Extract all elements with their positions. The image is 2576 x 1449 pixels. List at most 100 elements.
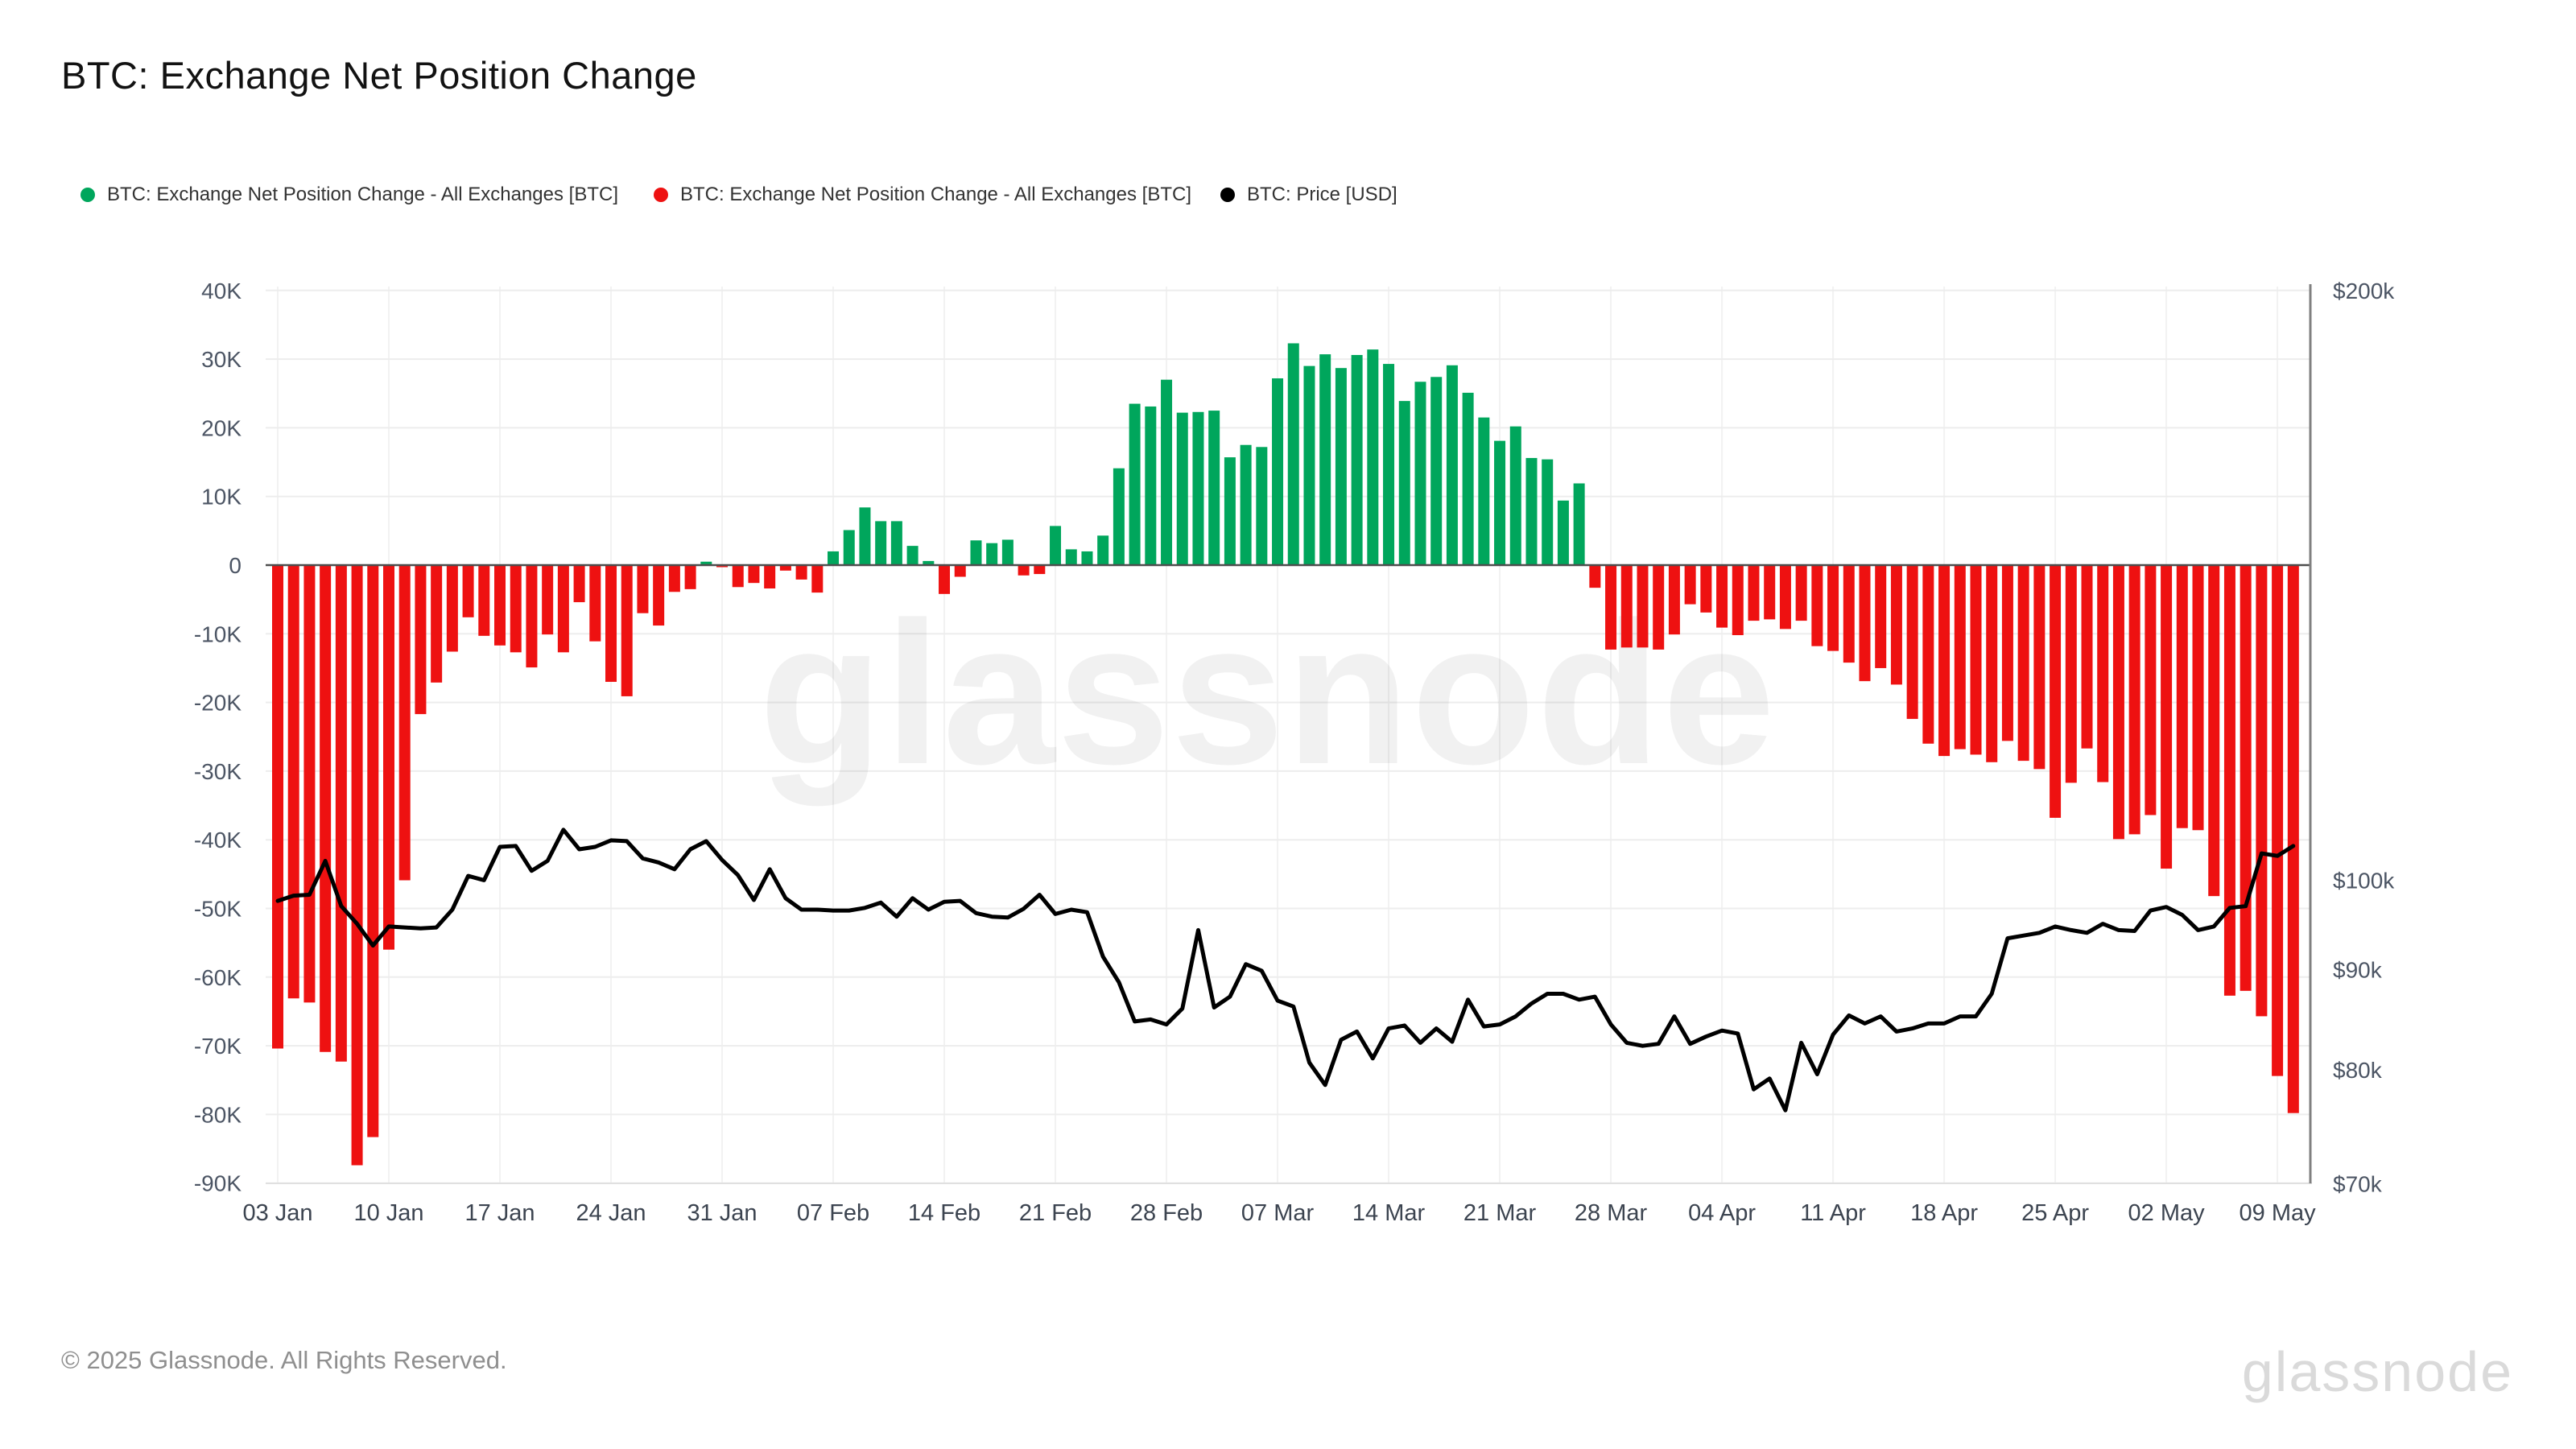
red-dot-icon: [654, 188, 668, 202]
x-axis-tick-label: 10 Jan: [353, 1200, 423, 1226]
netflow-bar: [1430, 377, 1443, 565]
netflow-bar: [1542, 459, 1554, 565]
netflow-bar: [795, 565, 807, 580]
legend-label: BTC: Exchange Net Position Change - All …: [107, 184, 618, 205]
netflow-bar: [1637, 565, 1649, 648]
netflow-bar: [446, 565, 458, 652]
netflow-bar: [1383, 364, 1395, 565]
netflow-bar: [2161, 565, 2173, 869]
netflow-bar: [1653, 565, 1665, 650]
netflow-bar: [1605, 565, 1617, 650]
netflow-bar: [1827, 565, 1839, 651]
netflow-bar: [383, 565, 395, 950]
x-axis-tick-label: 09 May: [2240, 1200, 2317, 1226]
netflow-bar: [828, 551, 840, 565]
x-axis-tick-label: 18 Apr: [1910, 1200, 1978, 1226]
netflow-bar: [1684, 565, 1696, 605]
netflow-bar: [367, 565, 379, 1137]
netflow-bar: [398, 565, 411, 881]
netflow-bar: [1509, 426, 1521, 565]
black-dot-icon: [1220, 188, 1235, 202]
left-axis-tick-label: -20K: [194, 691, 242, 716]
netflow-bar: [859, 507, 871, 565]
netflow-bar: [906, 546, 919, 565]
netflow-bar: [415, 565, 427, 715]
left-axis-tick-label: 0: [229, 553, 242, 578]
x-axis-tick-label: 28 Mar: [1575, 1200, 1648, 1226]
netflow-bar: [1335, 368, 1347, 565]
netflow-bar: [2097, 565, 2109, 782]
netflow-bar: [1129, 403, 1141, 565]
x-axis-tick-label: 02 May: [2128, 1200, 2206, 1226]
netflow-bar: [1034, 565, 1046, 575]
x-axis-tick-label: 31 Jan: [687, 1200, 757, 1226]
legend-item-netflow-negative[interactable]: BTC: Exchange Net Position Change - All …: [654, 179, 1191, 211]
left-axis-tick-label: -60K: [194, 965, 242, 990]
netflow-bar: [1557, 500, 1569, 565]
netflow-bar: [716, 565, 729, 568]
netflow-bar: [621, 565, 633, 696]
netflow-bar: [1954, 565, 1966, 749]
netflow-bar: [1319, 354, 1331, 565]
netflow-bar: [542, 565, 554, 635]
netflow-bar: [1716, 565, 1728, 628]
netflow-bar: [1097, 535, 1109, 565]
price-line: [275, 828, 2296, 1113]
legend-item-price[interactable]: BTC: Price [USD]: [1220, 179, 1397, 211]
netflow-bar: [2145, 565, 2157, 815]
legend: BTC: Exchange Net Position Change - All …: [0, 179, 2576, 211]
netflow-bar: [1272, 378, 1284, 565]
netflow-bar: [764, 565, 776, 589]
netflow-bar: [589, 565, 601, 642]
netflow-bar: [1192, 411, 1204, 565]
netflow-bar: [2128, 565, 2140, 835]
netflow-bar: [478, 565, 490, 636]
netflow-bar: [1986, 565, 1998, 762]
x-axis-tick-label: 03 Jan: [242, 1200, 312, 1226]
netflow-bar: [1859, 565, 1871, 682]
netflow-bar: [890, 521, 902, 565]
netflow-bar: [1525, 457, 1538, 565]
netflow-bar: [811, 565, 824, 593]
netflow-bar: [557, 565, 569, 653]
netflow-bar: [1113, 468, 1125, 565]
x-axis-tick-label: 17 Jan: [464, 1200, 535, 1226]
x-axis-tick-label: 07 Feb: [797, 1200, 869, 1226]
netflow-bar: [1398, 401, 1410, 565]
x-axis-tick-label: 21 Mar: [1463, 1200, 1537, 1226]
netflow-bar: [668, 565, 680, 592]
legend-item-netflow-positive[interactable]: BTC: Exchange Net Position Change - All …: [80, 179, 618, 211]
netflow-bar: [1764, 565, 1776, 620]
x-axis-tick-label: 28 Feb: [1130, 1200, 1203, 1226]
right-axis-tick-label: $200k: [2333, 279, 2395, 303]
legend-label: BTC: Exchange Net Position Change - All …: [680, 184, 1191, 205]
legend-label: BTC: Price [USD]: [1247, 184, 1397, 205]
right-axis-tick-label: $80k: [2333, 1058, 2383, 1083]
right-axis-tick-label: $70k: [2333, 1171, 2383, 1196]
netflow-bar: [2176, 565, 2188, 828]
netflow-bar: [1700, 565, 1712, 613]
netflow-bar: [1414, 382, 1426, 565]
x-axis-tick-label: 11 Apr: [1800, 1200, 1866, 1226]
left-axis-tick-label: -80K: [194, 1102, 242, 1127]
netflow-bar: [2033, 565, 2046, 770]
x-axis-tick-label: 24 Jan: [576, 1200, 646, 1226]
netflow-bar: [1668, 565, 1680, 635]
netflow-bar: [1446, 365, 1458, 565]
left-axis-tick-label: -70K: [194, 1034, 242, 1059]
netflow-bar: [653, 565, 665, 626]
netflow-bar: [748, 565, 760, 584]
netflow-bar: [1875, 565, 1887, 668]
netflow-bar: [1938, 565, 1951, 757]
netflow-bar: [1478, 417, 1490, 565]
netflow-bar: [1367, 349, 1379, 565]
copyright-text: © 2025 Glassnode. All Rights Reserved.: [61, 1346, 507, 1374]
left-axis-tick-label: -30K: [194, 759, 242, 784]
right-axis-tick-label: $100k: [2333, 868, 2395, 893]
netflow-bar: [986, 543, 998, 565]
netflow-bar: [287, 565, 299, 999]
green-dot-icon: [80, 188, 95, 202]
left-axis-tick-label: 40K: [201, 279, 242, 303]
netflow-bar: [1573, 483, 1585, 565]
